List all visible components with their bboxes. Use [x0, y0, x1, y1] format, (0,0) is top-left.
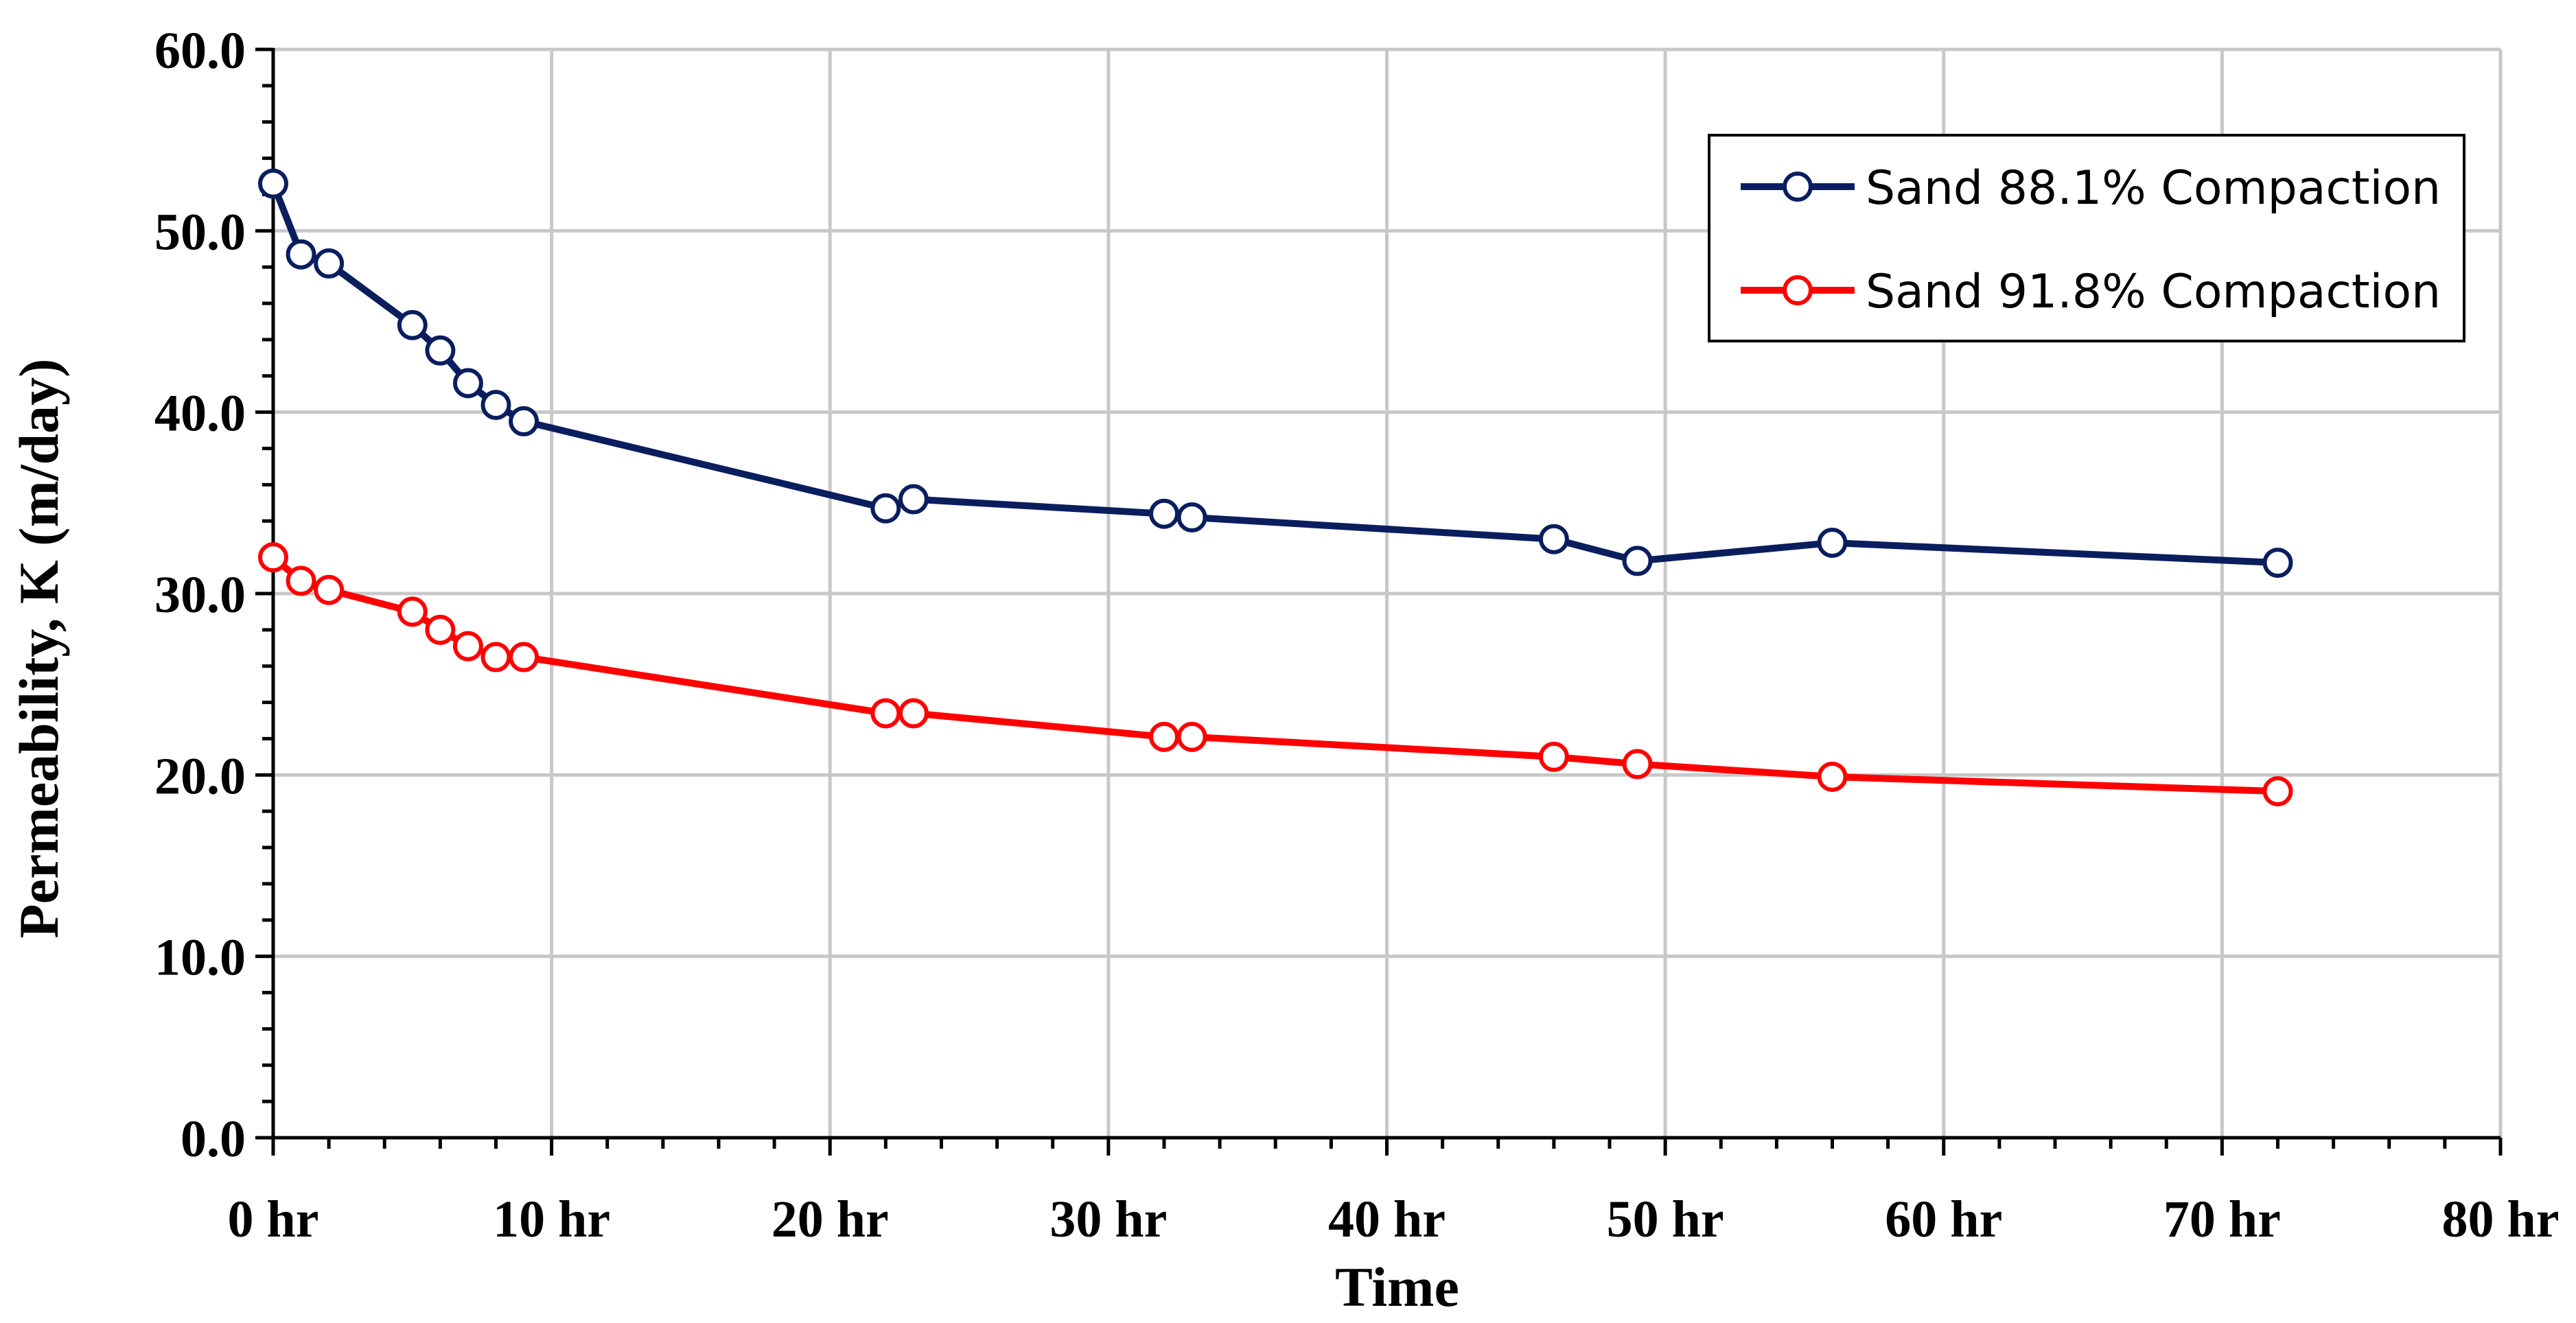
legend: Sand 88.1% Compaction Sand 91.8% Compacti…: [1708, 134, 2465, 342]
data-point: [1176, 502, 1207, 532]
y-tick-label: 0.0: [181, 1110, 246, 1168]
y-tick-label: 60.0: [154, 22, 246, 80]
data-point: [425, 335, 456, 366]
data-point: [314, 574, 345, 605]
tick-marks: [255, 47, 2503, 1156]
legend-label: Sand 91.8% Compaction: [1866, 265, 2441, 319]
data-point: [425, 614, 456, 645]
data-point: [452, 368, 483, 399]
x-tick-label: 30 hr: [1049, 1191, 1167, 1248]
series-line: [270, 554, 2278, 795]
x-tick-label: 20 hr: [771, 1191, 889, 1248]
data-point: [397, 596, 428, 627]
x-tick-labels: 0 hr 10 hr 20 hr 30 hr 40 hr 50 hr 60 hr 70 hr 8…: [228, 1191, 2560, 1248]
x-tick-label: 10 hr: [493, 1191, 610, 1248]
data-point: [1538, 524, 1569, 554]
x-axis-title: Time: [1335, 1256, 1459, 1318]
data-point: [2262, 776, 2293, 807]
data-point: [258, 168, 288, 199]
legend-swatch-marker: [1783, 275, 1813, 305]
data-point: [1149, 721, 1179, 752]
data-point: [397, 309, 428, 340]
data-point: [1149, 498, 1179, 529]
data-point: [258, 542, 288, 573]
data-point: [2262, 548, 2293, 578]
y-tick-label: 30.0: [154, 566, 246, 624]
data-point: [1538, 741, 1569, 772]
y-tick-label: 10.0: [154, 929, 246, 987]
grid-lines: [273, 47, 2503, 1138]
data-point: [1622, 749, 1653, 780]
data-point: [870, 493, 901, 524]
data-point: [452, 631, 483, 662]
data-point: [314, 248, 345, 279]
series-2: [258, 542, 2293, 807]
legend-swatch-marker: [1783, 172, 1813, 202]
y-tick-label: 20.0: [154, 747, 246, 805]
x-tick-label: 0 hr: [228, 1191, 319, 1248]
data-point: [1176, 721, 1207, 752]
x-tick-label: 50 hr: [1607, 1191, 1724, 1248]
data-point: [509, 642, 539, 672]
y-axis-title: Permeability, K (m/day): [8, 359, 70, 939]
data-point: [1817, 527, 1848, 558]
data-point: [1817, 761, 1848, 792]
series-1: [258, 168, 2293, 578]
y-tick-label: 40.0: [154, 385, 246, 443]
x-tick-label: 40 hr: [1328, 1191, 1446, 1248]
legend-label: Sand 88.1% Compaction: [1866, 161, 2441, 215]
data-point: [480, 390, 511, 421]
legend-box: [1708, 134, 2465, 342]
data-point: [1622, 546, 1653, 576]
data-point: [480, 642, 511, 672]
data-point: [509, 406, 539, 436]
data-point: [898, 484, 929, 515]
x-tick-label: 70 hr: [2163, 1191, 2281, 1248]
y-tick-label: 50.0: [154, 203, 246, 261]
series-line: [270, 182, 2278, 567]
x-tick-label: 60 hr: [1885, 1191, 2002, 1248]
data-point: [286, 565, 316, 596]
series-layer: [258, 168, 2293, 807]
data-point: [286, 239, 316, 270]
y-tick-labels: 0.0 10.0 20.0 30.0 40.0 50.0 60.0: [154, 22, 246, 1168]
x-tick-label: 80 hr: [2442, 1191, 2560, 1248]
data-point: [870, 698, 901, 729]
data-point: [898, 698, 929, 729]
